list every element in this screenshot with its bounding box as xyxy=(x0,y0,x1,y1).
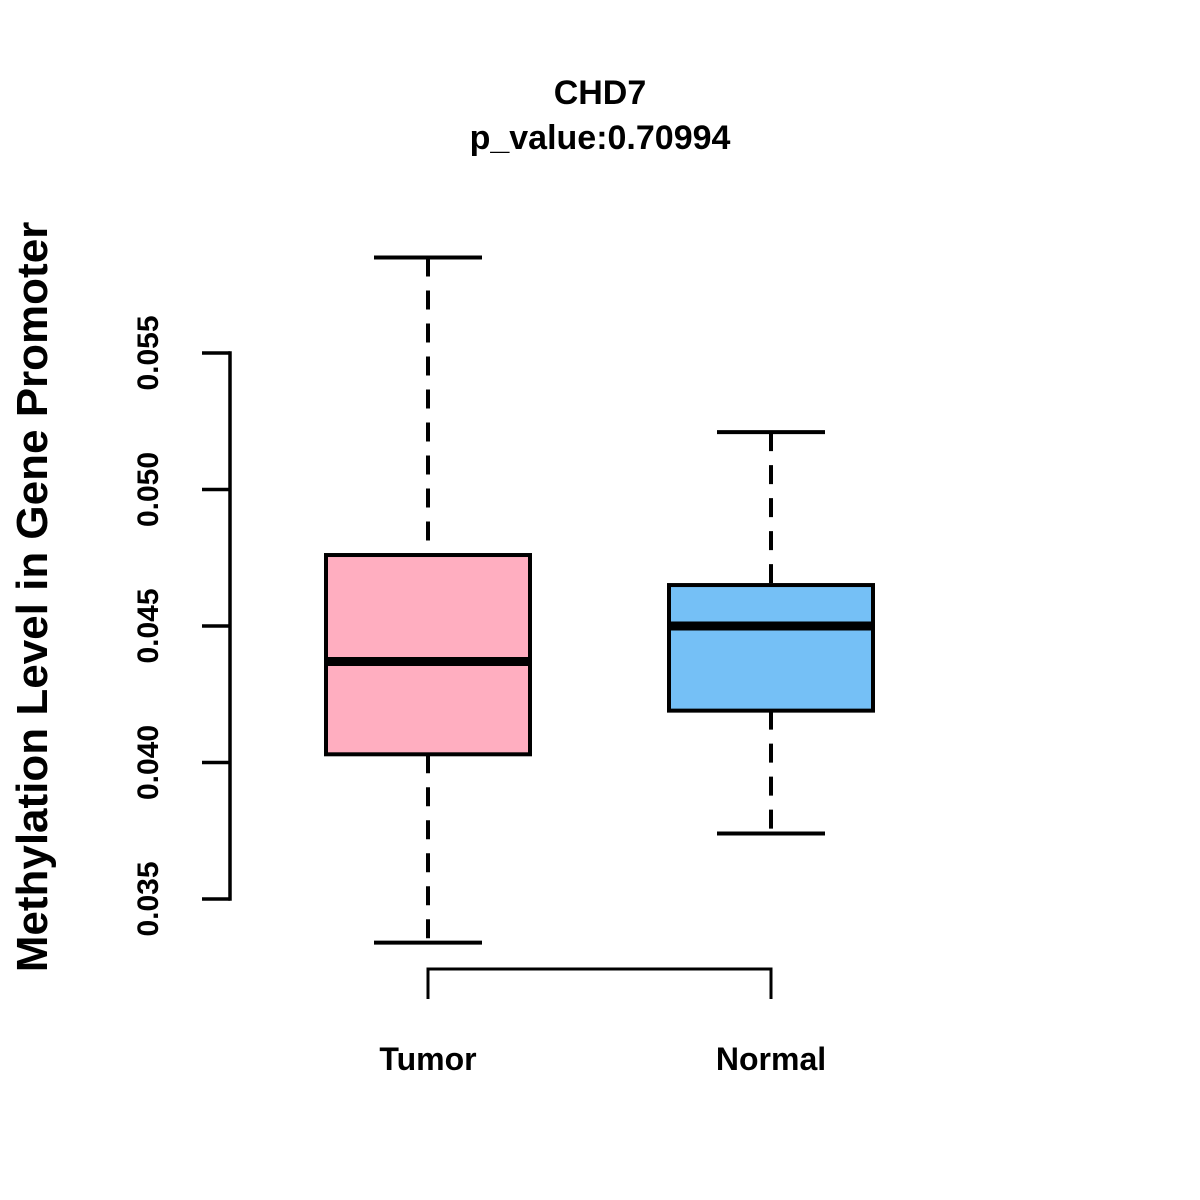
y-tick-label: 0.040 xyxy=(132,725,165,800)
x-axis-bracket xyxy=(426,967,773,999)
y-tick-label: 0.055 xyxy=(132,315,165,390)
x-category-label-tumor: Tumor xyxy=(379,1041,476,1077)
y-tick-label: 0.050 xyxy=(132,452,165,527)
tumor-box xyxy=(324,553,532,757)
y-tick-label: 0.045 xyxy=(132,588,165,663)
y-tick-label: 0.035 xyxy=(132,861,165,936)
chart-title: CHD7 xyxy=(553,74,647,112)
x-category-label-normal: Normal xyxy=(716,1041,826,1077)
normal-box xyxy=(667,583,875,713)
chart-subtitle: p_value:0.70994 xyxy=(469,119,731,157)
